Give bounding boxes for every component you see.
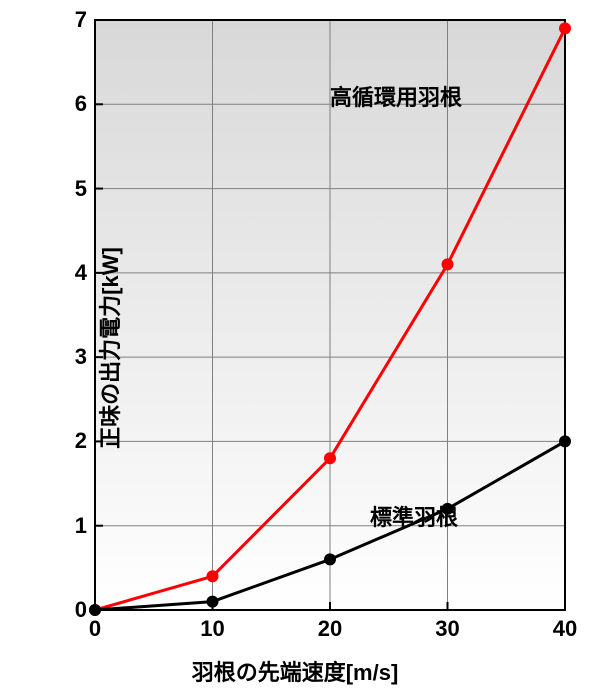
- x-tick-label: 10: [188, 616, 238, 642]
- y-tick-label: 7: [47, 7, 87, 33]
- series-label-0: 高循環用羽根: [330, 80, 462, 112]
- y-axis-label: 正味の出力電力[kW]: [93, 247, 125, 449]
- series-label-1: 標準羽根: [370, 500, 458, 532]
- chart-container: 正味の出力電力[kW] 羽根の先端速度[m/s] 高循環用羽根標準羽根 0 10 2…: [0, 0, 590, 695]
- series-marker-0-2: [324, 452, 336, 464]
- y-tick-label: 6: [47, 91, 87, 117]
- series-marker-1-1: [207, 596, 219, 608]
- series-marker-1-4: [559, 435, 571, 447]
- y-tick-label: 1: [47, 513, 87, 539]
- series-marker-0-4: [559, 22, 571, 34]
- series-marker-0-3: [442, 258, 454, 270]
- series-marker-1-2: [324, 553, 336, 565]
- x-axis-label: 羽根の先端速度[m/s]: [0, 655, 590, 687]
- x-tick-label: 30: [423, 616, 473, 642]
- y-tick-label: 0: [47, 597, 87, 623]
- x-tick-label: 40: [540, 616, 590, 642]
- y-tick-label: 3: [47, 344, 87, 370]
- y-tick-label: 5: [47, 176, 87, 202]
- y-tick-label: 2: [47, 428, 87, 454]
- y-tick-label: 4: [47, 260, 87, 286]
- x-tick-label: 20: [305, 616, 355, 642]
- chart-svg: [0, 0, 590, 695]
- series-marker-0-1: [207, 570, 219, 582]
- series-marker-1-0: [89, 604, 101, 616]
